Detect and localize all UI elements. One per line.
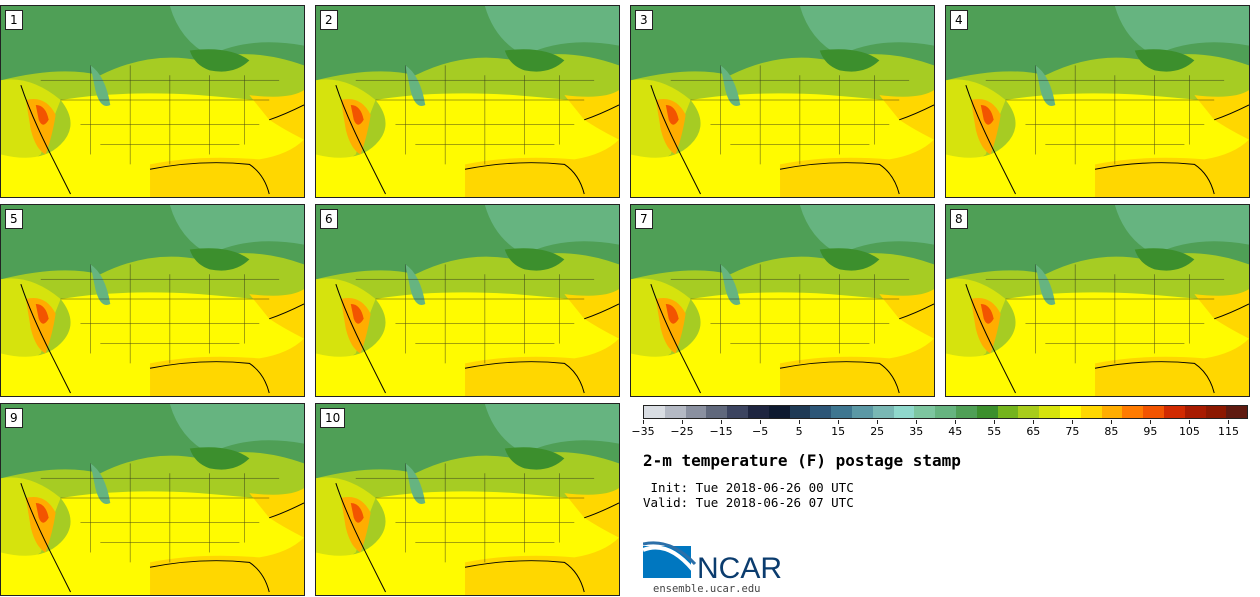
colorbar-swatch	[1226, 406, 1248, 418]
temperature-map	[316, 205, 619, 396]
colorbar-swatch	[664, 406, 686, 418]
panel-number-badge: 7	[635, 209, 653, 229]
colorbar-tick-label: 35	[909, 425, 924, 438]
colorbar-tick-label: −35	[631, 425, 655, 438]
panel-number-badge: 4	[950, 10, 968, 30]
init-time: Init: Tue 2018-06-26 00 UTC	[643, 480, 854, 495]
panel-number-badge: 5	[5, 209, 23, 229]
colorbar-tick	[916, 420, 918, 424]
ncar-logo: NCAR	[643, 541, 782, 584]
temperature-map	[1, 205, 304, 396]
colorbar-swatch	[851, 406, 873, 418]
map-panel-6: 6	[315, 204, 620, 397]
colorbar-tick	[1072, 420, 1074, 424]
valid-time: Valid: Tue 2018-06-26 07 UTC	[643, 495, 854, 510]
panel-number-badge: 6	[320, 209, 338, 229]
map-panel-4: 4	[945, 5, 1250, 198]
colorbar-swatch	[685, 406, 707, 418]
colorbar-swatch	[706, 406, 728, 418]
colorbar-swatch	[831, 406, 852, 418]
map-panel-1: 1	[0, 5, 305, 198]
colorbar-swatch	[768, 406, 790, 418]
colorbar-tick-label: 55	[987, 425, 1002, 438]
colorbar-tick-label: 15	[831, 425, 846, 438]
map-panel-3: 3	[630, 5, 935, 198]
colorbar-tick	[682, 420, 684, 424]
colorbar-tick	[1111, 420, 1113, 424]
colorbar-swatch	[976, 406, 998, 418]
colorbar-swatch	[1018, 406, 1040, 418]
colorbar-tick	[877, 420, 879, 424]
colorbar-swatch	[644, 406, 665, 418]
colorbar-tick-label: 85	[1104, 425, 1119, 438]
panel-number-badge: 9	[5, 408, 23, 428]
colorbar-tick-label: 115	[1217, 425, 1239, 438]
colorbar-tick	[994, 420, 996, 424]
colorbar-tick	[1150, 420, 1152, 424]
colorbar-swatch	[1080, 406, 1102, 418]
temperature-map	[946, 6, 1249, 197]
colorbar-tick-label: 65	[1026, 425, 1041, 438]
panel-number-badge: 8	[950, 209, 968, 229]
colorbar-swatch	[727, 406, 748, 418]
colorbar-swatch	[893, 406, 915, 418]
colorbar-swatch	[1205, 406, 1227, 418]
colorbar-tick	[760, 420, 762, 424]
colorbar-swatch	[914, 406, 936, 418]
colorbar-tick-label: −5	[751, 425, 769, 438]
colorbar-swatch	[1143, 406, 1164, 418]
temperature-map	[946, 205, 1249, 396]
colorbar-swatch	[810, 406, 832, 418]
colorbar-tick-label: 25	[870, 425, 885, 438]
colorbar-swatch	[1122, 406, 1144, 418]
colorbar-swatch	[955, 406, 977, 418]
colorbar-tick-label: 105	[1178, 425, 1200, 438]
temperature-map	[316, 404, 619, 595]
colorbar-swatch	[747, 406, 769, 418]
temperature-map	[631, 6, 934, 197]
colorbar-swatch	[1184, 406, 1206, 418]
colorbar-swatch	[1059, 406, 1081, 418]
colorbar-tick-label: 95	[1143, 425, 1158, 438]
colorbar-tick	[643, 420, 644, 424]
ncar-logo-text: NCAR	[697, 552, 782, 584]
colorbar-swatch	[1039, 406, 1060, 418]
colorbar-swatch	[872, 406, 894, 418]
map-panel-5: 5	[0, 204, 305, 397]
colorbar-swatch	[935, 406, 956, 418]
colorbar-tick	[1228, 420, 1230, 424]
colorbar-ticks: −35 −25 −15 −5 5 15 25 35 45 55 65 75 85 95 105 115	[631, 420, 1248, 438]
colorbar-tick	[1033, 420, 1035, 424]
colorbar-tick	[1189, 420, 1191, 424]
temperature-map	[316, 6, 619, 197]
panel-number-badge: 3	[635, 10, 653, 30]
colorbar-swatch	[997, 406, 1019, 418]
panel-number-badge: 1	[5, 10, 23, 30]
map-panel-9: 9	[0, 403, 305, 596]
logo-url: ensemble.ucar.edu	[653, 583, 761, 595]
colorbar-tick-label: −15	[709, 425, 733, 438]
colorbar-tick	[838, 420, 840, 424]
colorbar-tick	[799, 420, 801, 424]
colorbar-swatch	[1163, 406, 1185, 418]
colorbar-tick	[955, 420, 957, 424]
temperature-map	[631, 205, 934, 396]
colorbar-tick-label: 45	[948, 425, 963, 438]
temperature-map	[1, 404, 304, 595]
map-panel-2: 2	[315, 5, 620, 198]
colorbar-tick-label: 5	[795, 425, 803, 438]
colorbar-tick	[721, 420, 723, 424]
temperature-map	[1, 6, 304, 197]
colorbar-tick-label: 75	[1065, 425, 1080, 438]
map-panel-10: 10	[315, 403, 620, 596]
panel-number-badge: 2	[320, 10, 338, 30]
colorbar-tick-label: −25	[670, 425, 694, 438]
map-panel-7: 7	[630, 204, 935, 397]
map-panel-8: 8	[945, 204, 1250, 397]
temperature-colorbar	[643, 405, 1248, 419]
colorbar-swatch	[1101, 406, 1123, 418]
colorbar-swatch	[789, 406, 811, 418]
chart-title: 2-m temperature (F) postage stamp	[643, 451, 961, 470]
panel-number-badge: 10	[320, 408, 346, 428]
